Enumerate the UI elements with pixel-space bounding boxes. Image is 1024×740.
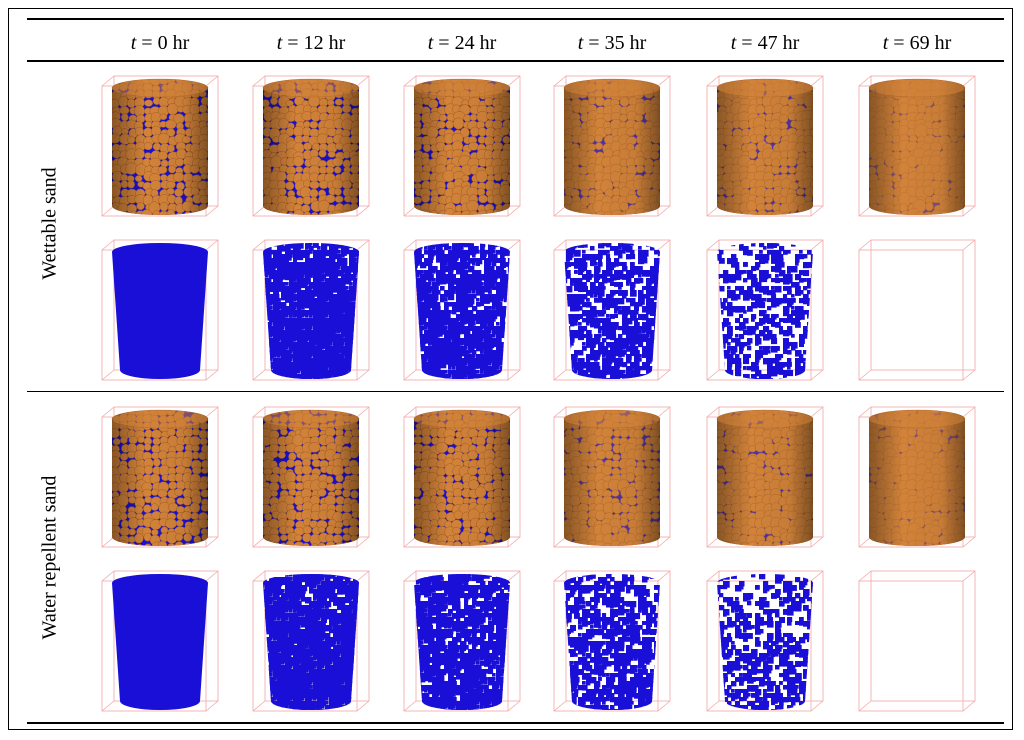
cylinder-top: [111, 409, 209, 429]
water-phase: [414, 243, 510, 379]
table-middle-rule: [27, 391, 1004, 392]
cylinder-top: [111, 78, 209, 98]
water-phase-render-1-1: [249, 567, 373, 717]
water-phase: [112, 243, 208, 379]
time-value: = 35 hr: [583, 32, 647, 54]
time-value: = 24 hr: [433, 32, 497, 54]
column-header-0: t = 0 hr: [85, 32, 235, 55]
time-value: = 0 hr: [136, 32, 190, 54]
sand-cylinder: [869, 79, 965, 215]
sand-cylinder: [869, 410, 965, 546]
solid-phase-render-0-3: [550, 72, 674, 222]
time-value: = 47 hr: [736, 32, 800, 54]
bounding-box: [858, 570, 976, 712]
table-top-rule: [27, 18, 1004, 20]
solid-phase-render-1-4: [703, 403, 827, 553]
water-phase-render-0-4: [703, 236, 827, 386]
water-phase: [564, 243, 660, 379]
solid-phase-render-1-3: [550, 403, 674, 553]
water-phase: [717, 574, 813, 710]
water-phase: [263, 243, 359, 379]
water-phase-render-0-2: [400, 236, 524, 386]
water-phase-render-0-0: [98, 236, 222, 386]
time-variable: t: [882, 32, 889, 54]
row-label-water-repellent: Water repellent sand: [38, 475, 61, 640]
solid-phase-render-0-4: [703, 72, 827, 222]
time-variable: t: [130, 32, 137, 54]
cylinder-top: [413, 78, 511, 98]
solid-phase-render-0-5: [855, 72, 979, 222]
water-phase-render-0-5: [855, 236, 979, 386]
time-value: = 69 hr: [888, 32, 952, 54]
cylinder-top: [868, 409, 966, 429]
table-bottom-rule: [27, 722, 1004, 724]
column-header-3: t = 35 hr: [537, 32, 687, 55]
figure-frame: [8, 8, 1013, 730]
sand-cylinder: [414, 410, 510, 546]
time-variable: t: [577, 32, 584, 54]
water-phase-render-0-1: [249, 236, 373, 386]
cylinder-top: [563, 78, 661, 98]
water-phase: [112, 574, 208, 710]
water-phase: [263, 574, 359, 710]
water-phase-render-1-2: [400, 567, 524, 717]
cylinder-top: [413, 409, 511, 429]
cylinder-top: [563, 409, 661, 429]
water-phase-render-1-4: [703, 567, 827, 717]
cylinder-top: [868, 78, 966, 98]
column-header-5: t = 69 hr: [842, 32, 992, 55]
solid-phase-render-1-0: [98, 403, 222, 553]
sand-cylinder: [414, 79, 510, 215]
column-header-2: t = 24 hr: [387, 32, 537, 55]
solid-phase-render-1-1: [249, 403, 373, 553]
solid-phase-render-0-0: [98, 72, 222, 222]
row-label-wettable: Wettable sand: [38, 167, 61, 280]
bounding-box: [858, 239, 976, 381]
cylinder-top: [716, 409, 814, 429]
cylinder-top: [262, 78, 360, 98]
table-header-rule: [27, 60, 1004, 62]
time-variable: t: [427, 32, 434, 54]
solid-phase-render-1-2: [400, 403, 524, 553]
water-phase: [717, 243, 813, 379]
cylinder-top: [716, 78, 814, 98]
water-phase-render-1-0: [98, 567, 222, 717]
time-variable: t: [276, 32, 283, 54]
solid-phase-render-0-2: [400, 72, 524, 222]
water-phase-render-0-3: [550, 236, 674, 386]
water-phase-render-1-3: [550, 567, 674, 717]
solid-phase-render-1-5: [855, 403, 979, 553]
sand-cylinder: [263, 79, 359, 215]
cylinder-top: [262, 409, 360, 429]
water-phase-render-1-5: [855, 567, 979, 717]
time-variable: t: [730, 32, 737, 54]
water-phase: [564, 574, 660, 710]
column-header-4: t = 47 hr: [690, 32, 840, 55]
sand-cylinder: [564, 79, 660, 215]
column-header-1: t = 12 hr: [236, 32, 386, 55]
solid-phase-render-0-1: [249, 72, 373, 222]
time-value: = 12 hr: [282, 32, 346, 54]
water-phase: [414, 574, 510, 710]
